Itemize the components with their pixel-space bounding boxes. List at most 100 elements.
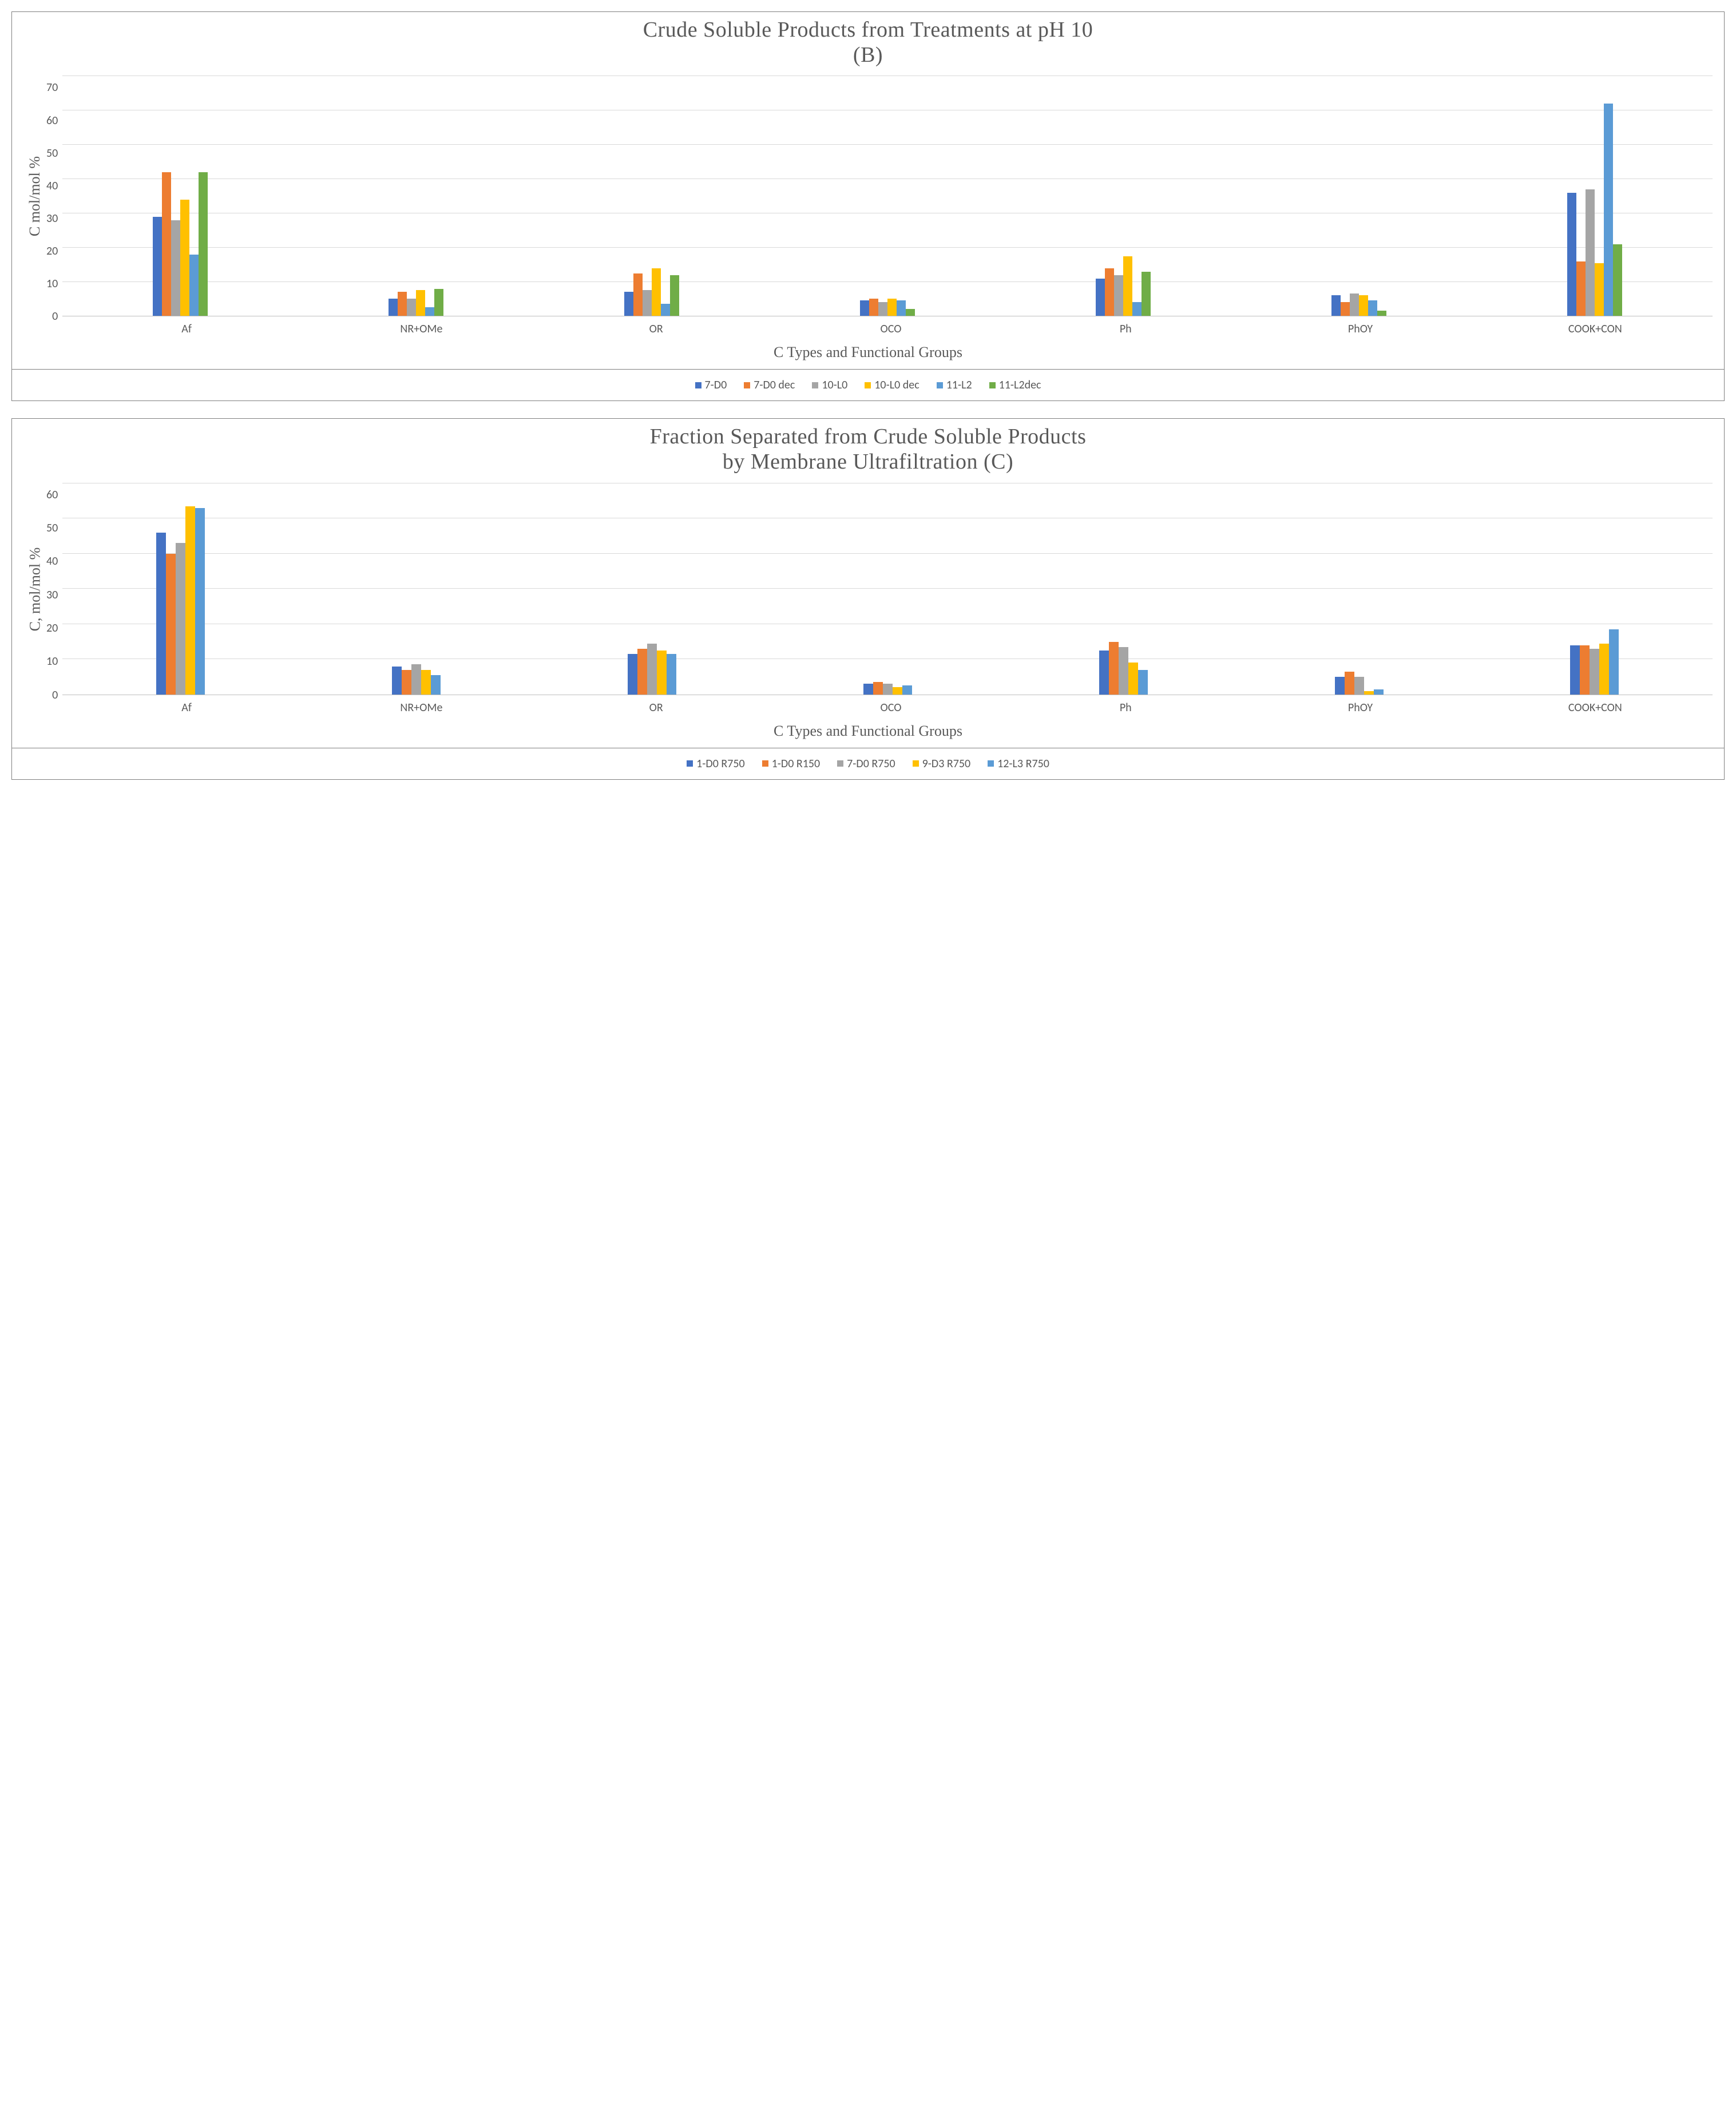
- bar: [1613, 244, 1622, 316]
- plot-area: [62, 76, 1713, 316]
- bar: [199, 172, 208, 316]
- bar: [897, 300, 906, 316]
- bar: [902, 685, 912, 694]
- legend-item: 10-L0 dec: [865, 378, 919, 392]
- plot-row: C mol/mol %706050403020100: [23, 76, 1713, 316]
- y-axis-label: C, mol/mol %: [26, 547, 43, 631]
- bar-group: [1241, 483, 1477, 695]
- y-ticks: 6050403020100: [46, 483, 62, 695]
- legend-label: 10-L0 dec: [874, 378, 919, 392]
- bar-group: [298, 76, 534, 316]
- bar: [1576, 261, 1586, 316]
- legend-item: 1-D0 R150: [762, 757, 821, 771]
- bar: [416, 290, 425, 316]
- bar-groups: [62, 76, 1713, 316]
- bar-group: [534, 76, 770, 316]
- bar: [1359, 295, 1368, 316]
- x-axis-label: C Types and Functional Groups: [23, 344, 1713, 361]
- bar: [1114, 275, 1123, 316]
- x-category-label: NR+OMe: [304, 322, 538, 336]
- bar: [431, 675, 441, 695]
- bar: [1604, 104, 1613, 316]
- legend-item: 7-D0: [695, 378, 727, 392]
- bar-group: [62, 76, 298, 316]
- legend-swatch: [687, 760, 693, 767]
- x-category-label: Af: [69, 701, 304, 715]
- legend-label: 12-L3 R750: [997, 757, 1049, 771]
- legend-item: 9-D3 R750: [913, 757, 971, 771]
- y-axis-label-col: C, mol/mol %: [23, 483, 46, 695]
- bar-group: [1477, 76, 1713, 316]
- bar: [1354, 677, 1364, 695]
- bar: [1109, 642, 1119, 695]
- x-axis-label: C Types and Functional Groups: [23, 723, 1713, 740]
- bar: [643, 290, 652, 316]
- legend-item: 1-D0 R750: [687, 757, 745, 771]
- bar: [1105, 268, 1114, 316]
- x-category-label: Ph: [1008, 701, 1243, 715]
- y-tick: 40: [46, 556, 58, 567]
- legend-label: 7-D0 R750: [847, 757, 895, 771]
- bar: [1364, 691, 1374, 695]
- bar: [1609, 629, 1619, 695]
- x-category-label: OCO: [774, 322, 1008, 336]
- x-category-label: Ph: [1008, 322, 1243, 336]
- bar-group: [1005, 483, 1241, 695]
- bar: [887, 299, 897, 316]
- y-tick: 60: [46, 489, 58, 501]
- legend-swatch: [937, 382, 943, 388]
- legend-label: 10-L0: [822, 378, 847, 392]
- bar: [425, 307, 434, 316]
- y-tick: 10: [46, 656, 58, 667]
- bar: [1586, 189, 1595, 316]
- y-tick: 20: [46, 245, 58, 257]
- x-category-label: NR+OMe: [304, 701, 538, 715]
- bar: [1599, 644, 1609, 695]
- bar-group: [1005, 76, 1241, 316]
- legend-label: 1-D0 R750: [696, 757, 745, 771]
- legend: 7-D07-D0 dec10-L010-L0 dec11-L211-L2dec: [23, 370, 1713, 398]
- bar: [171, 220, 180, 316]
- bar: [185, 506, 195, 695]
- bar: [628, 654, 637, 695]
- legend-item: 11-L2dec: [989, 378, 1041, 392]
- bar: [166, 554, 176, 695]
- y-tick: 30: [46, 589, 58, 601]
- x-category-label: OCO: [774, 701, 1008, 715]
- y-ticks: 706050403020100: [46, 76, 62, 316]
- bar: [398, 292, 407, 316]
- bar: [1374, 689, 1384, 695]
- bar: [670, 275, 679, 316]
- bar: [1138, 670, 1148, 695]
- bar: [1377, 311, 1386, 316]
- spacer: [23, 695, 46, 715]
- bar: [392, 667, 402, 695]
- plot-area: [62, 483, 1713, 695]
- bar: [863, 684, 873, 694]
- bar-groups: [62, 483, 1713, 695]
- legend-swatch: [988, 760, 994, 767]
- bar: [434, 289, 443, 316]
- y-tick: 20: [46, 622, 58, 634]
- bar: [180, 200, 189, 316]
- bar: [389, 299, 398, 316]
- x-category-label: Af: [69, 322, 304, 336]
- chart-b: Crude Soluble Products from Treatments a…: [11, 11, 1725, 401]
- bar: [1570, 645, 1580, 695]
- x-cats: AfNR+OMeOROCOPhPhOYCOOK+CON: [69, 322, 1713, 336]
- bar: [637, 649, 647, 695]
- legend-item: 7-D0 dec: [744, 378, 795, 392]
- bar: [667, 654, 676, 695]
- bar: [1123, 256, 1132, 316]
- bar: [869, 299, 878, 316]
- bar: [1331, 295, 1341, 316]
- legend-swatch: [695, 382, 701, 388]
- chart-title: Crude Soluble Products from Treatments a…: [23, 18, 1713, 68]
- bar-group: [298, 483, 534, 695]
- bar-group: [770, 76, 1005, 316]
- y-tick: 40: [46, 180, 58, 192]
- bar: [153, 217, 162, 316]
- y-tick: 70: [46, 82, 58, 93]
- bar: [652, 268, 661, 316]
- bar: [1345, 672, 1354, 695]
